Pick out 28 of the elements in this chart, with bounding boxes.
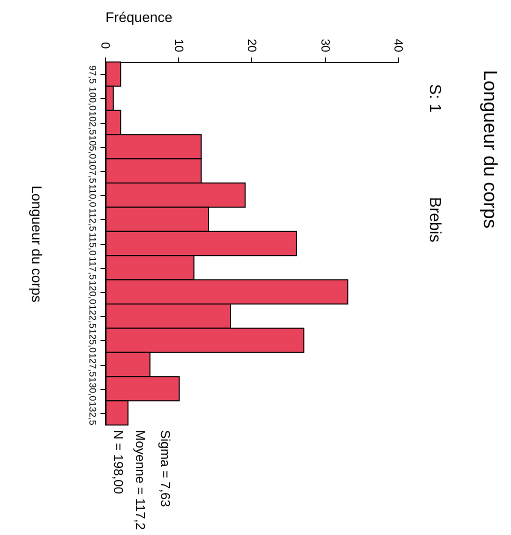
text: Moyenne = 117,2	[133, 430, 148, 530]
y-tick-label: 105,0	[86, 135, 98, 160]
x-tick-label: 10	[172, 38, 186, 52]
x-axis-title: Fréquence	[106, 8, 173, 25]
y-axis-title: Longueur du corps	[29, 186, 45, 302]
y-tick-label: 125,0	[86, 328, 98, 353]
text: Brebis	[426, 197, 443, 242]
y-tick-label: 115,0	[86, 232, 98, 256]
y-tick-label: 112,5	[86, 208, 98, 232]
y-tick-label: 107,5	[86, 160, 98, 184]
y-tick-label: 122,5	[86, 304, 98, 328]
y-tick-label: 97,5	[86, 65, 98, 84]
text: Sigma = 7,63	[158, 430, 173, 507]
y-tick-label: 132,5	[86, 402, 98, 426]
y-tick-label: 117,5	[86, 256, 98, 280]
y-tick-label: 100,0	[86, 86, 98, 111]
x-tick-label: 40	[392, 38, 406, 52]
text: S: 1	[426, 84, 443, 113]
x-tick-label: 0	[98, 42, 112, 50]
y-tick-label: 130,0	[86, 377, 98, 402]
text: Longueur du corps	[479, 70, 500, 228]
x-tick-label: 20	[245, 38, 259, 52]
y-tick-label: 110,0	[86, 184, 98, 208]
y-tick-label: 120,0	[86, 280, 98, 304]
y-tick-label: 127,5	[86, 353, 98, 377]
y-tick-label: 102,5	[86, 111, 98, 135]
x-tick-label: 30	[318, 38, 332, 52]
text: N = 198,00	[111, 430, 126, 494]
